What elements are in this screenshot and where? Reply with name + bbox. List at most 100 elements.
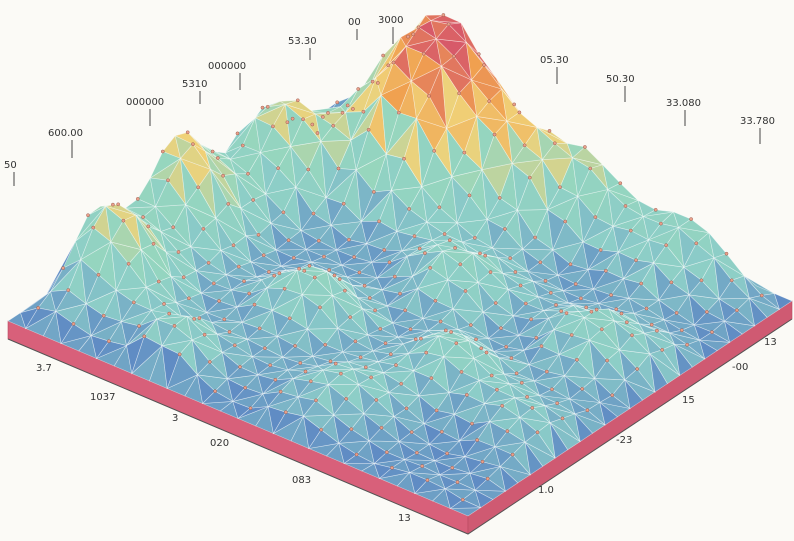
terrain-facet xyxy=(744,275,775,294)
terrain-facet xyxy=(362,308,393,324)
vertex-dot xyxy=(291,255,296,260)
vertex-dot xyxy=(454,341,459,346)
terrain-facet xyxy=(693,311,726,326)
terrain-facet xyxy=(598,394,631,409)
terrain-facet xyxy=(430,14,462,24)
vertex-dot xyxy=(476,52,481,56)
terrain-facet xyxy=(110,220,142,251)
peak-label: 50.30 xyxy=(606,74,635,85)
vertex-dot xyxy=(166,178,170,183)
terrain-facet xyxy=(124,198,156,209)
vertex-dot xyxy=(409,430,414,434)
vertex-dot xyxy=(352,255,357,259)
vertex-dot xyxy=(398,291,402,296)
vertex-dot xyxy=(221,173,225,178)
vertex-dot xyxy=(348,315,353,320)
vertex-dot xyxy=(489,373,494,378)
base-edge xyxy=(7,318,793,535)
vertex-dot xyxy=(71,322,76,326)
vertex-dot xyxy=(271,124,275,129)
vertex-dot xyxy=(281,210,286,215)
vertex-dot xyxy=(318,305,322,310)
vertex-dot xyxy=(135,197,140,201)
terrain-facet xyxy=(544,402,576,415)
vertex-dot xyxy=(441,13,446,17)
terrain-facet xyxy=(453,394,486,415)
terrain-facet xyxy=(487,327,519,339)
vertex-dot xyxy=(539,344,544,348)
vertex-dot xyxy=(131,300,136,305)
vertex-dot xyxy=(415,450,419,455)
terrain-facet xyxy=(237,406,269,419)
vertex-dot xyxy=(545,369,549,374)
vertex-dot xyxy=(242,279,246,284)
vertex-dot xyxy=(399,381,404,386)
terrain-facet xyxy=(599,401,619,426)
terrain-facet xyxy=(378,467,410,480)
terrain-facet xyxy=(512,303,545,317)
vertex-dot xyxy=(653,207,658,212)
terrain-facet xyxy=(375,46,407,79)
vertex-dot xyxy=(760,293,764,298)
vertex-dot xyxy=(427,94,431,98)
terrain-facet xyxy=(534,371,565,382)
terrain-facet xyxy=(612,205,644,227)
terrain-facet xyxy=(290,118,322,147)
terrain-facet xyxy=(156,313,187,320)
terrain-facet xyxy=(649,353,668,393)
terrain-facet xyxy=(80,227,112,261)
terrain-facet xyxy=(618,334,651,355)
vertex-dot xyxy=(634,258,638,263)
vertex-dot xyxy=(419,336,423,341)
vertex-dot xyxy=(543,279,548,283)
vertex-dot xyxy=(499,326,503,330)
vertex-dot xyxy=(408,327,413,332)
vertex-dot xyxy=(533,235,537,240)
vertex-dot xyxy=(320,115,325,119)
terrain-facet xyxy=(543,304,574,311)
vertex-dot xyxy=(384,450,389,455)
terrain-facet xyxy=(231,279,262,291)
terrain-facet xyxy=(524,431,556,459)
vertex-dot xyxy=(283,410,288,415)
terrain-facet xyxy=(231,387,264,402)
vertex-dot xyxy=(584,305,589,310)
vertex-dot xyxy=(553,141,557,146)
vertex-dot xyxy=(517,110,522,115)
vertex-dot xyxy=(311,211,316,216)
terrain-facet xyxy=(518,318,549,336)
terrain-facet xyxy=(376,256,408,279)
terrain-facet xyxy=(677,218,709,233)
vertex-dot xyxy=(332,273,337,278)
peak-label: 600.00 xyxy=(48,128,83,139)
terrain-facet xyxy=(345,77,377,113)
terrain-facet xyxy=(649,349,681,376)
terrain-facet xyxy=(327,373,360,385)
vertex-dot xyxy=(335,100,340,105)
vertex-dot xyxy=(353,339,358,344)
vertex-dot xyxy=(261,253,266,257)
vertex-dot xyxy=(222,317,227,322)
vertex-dot xyxy=(232,343,237,348)
terrain-facet xyxy=(186,316,218,335)
terrain-facet xyxy=(382,276,413,291)
vertex-dot xyxy=(263,346,267,351)
vertex-dot xyxy=(472,235,477,240)
vertex-dot xyxy=(585,408,590,413)
terrain-facet xyxy=(533,280,564,292)
terrain-facet xyxy=(221,344,253,357)
vertex-dot xyxy=(378,327,383,331)
vertex-dot xyxy=(689,217,693,221)
vertex-dot xyxy=(243,385,247,390)
labels: 50 600.00 000000 5310 000000 53.30 00 30… xyxy=(4,15,777,524)
vertex-dot xyxy=(705,310,709,314)
vertex-dot xyxy=(428,265,433,270)
terrain-facet xyxy=(250,254,282,267)
terrain-facet xyxy=(292,369,324,379)
terrain-facet xyxy=(448,371,480,394)
peak-label: 50 xyxy=(4,160,17,171)
vertex-dot xyxy=(211,281,216,286)
terrain-facet xyxy=(246,328,279,340)
vertex-dot xyxy=(504,344,509,349)
terrain-facet xyxy=(608,308,640,325)
